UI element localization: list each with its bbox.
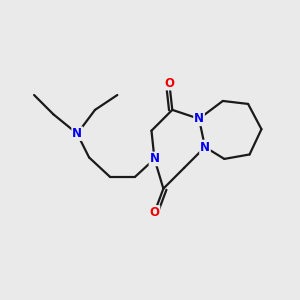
Text: O: O (149, 206, 160, 219)
Text: N: N (200, 140, 210, 154)
Text: N: N (194, 112, 204, 125)
Text: O: O (164, 76, 174, 90)
Text: N: N (72, 127, 82, 140)
Text: N: N (149, 152, 160, 165)
